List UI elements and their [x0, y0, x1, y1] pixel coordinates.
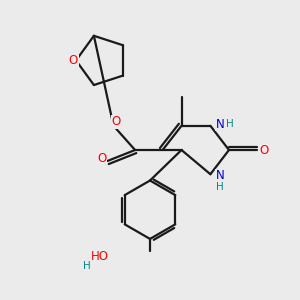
Text: O: O [69, 54, 78, 67]
Text: H: H [226, 119, 234, 129]
Text: H: H [217, 182, 224, 193]
Text: H: H [83, 261, 91, 271]
Text: N: N [216, 118, 225, 130]
Text: O: O [260, 143, 269, 157]
Text: HO: HO [91, 250, 109, 263]
Text: O: O [97, 152, 106, 165]
Text: O: O [112, 115, 121, 128]
Text: N: N [216, 169, 225, 182]
